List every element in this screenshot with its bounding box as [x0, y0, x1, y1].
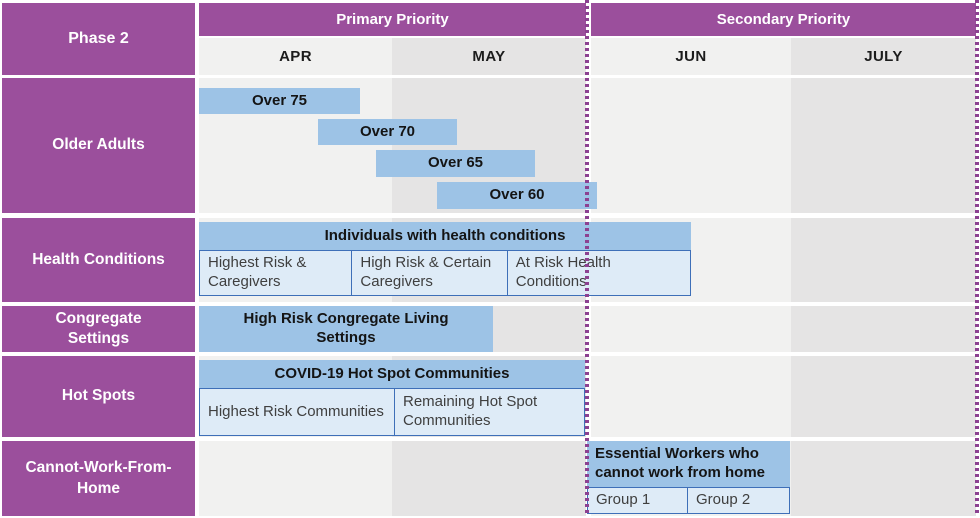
- gantt-bar-health-conditions: Individuals with health conditions: [199, 222, 691, 250]
- row-label-cannot-work-from-home: Cannot-Work-From-Home: [2, 441, 195, 516]
- row-label-older-adults: Older Adults: [2, 78, 195, 213]
- may-column-strip: [392, 441, 586, 516]
- row-label-hot-spots: Hot Spots: [2, 356, 195, 437]
- subcell-group-1: Group 1: [588, 488, 689, 513]
- subcell-high-risk-certain-caregivers: High Risk & Certain Caregivers: [352, 251, 508, 295]
- row-hot-spots: COVID-19 Hot Spot Communities Highest Ri…: [199, 356, 976, 437]
- jun-column-strip: [591, 356, 791, 437]
- chart-right-edge-dotted-line: [975, 0, 979, 516]
- jun-column-strip: [591, 306, 791, 352]
- jun-column-strip: [591, 78, 791, 213]
- primary-secondary-divider-dotted-line: [585, 0, 589, 516]
- health-conditions-subcells: Highest Risk & Caregivers High Risk & Ce…: [199, 250, 691, 296]
- apr-column-strip: [199, 441, 392, 516]
- subcell-highest-risk-caregivers: Highest Risk & Caregivers: [200, 251, 353, 295]
- gantt-bar-over-65: Over 65: [376, 150, 535, 177]
- month-header-may: MAY: [392, 38, 586, 75]
- july-column-strip: [791, 78, 976, 213]
- gantt-bar-over-70: Over 70: [318, 119, 457, 145]
- month-header-jun: JUN: [591, 38, 791, 75]
- essential-workers-subcells: Group 1 Group 2: [587, 487, 790, 514]
- gantt-bar-over-75: Over 75: [199, 88, 360, 114]
- row-health-conditions: Individuals with health conditions Highe…: [199, 218, 976, 302]
- row-older-adults: Over 75 Over 70 Over 65 Over 60: [199, 78, 976, 213]
- month-header-july: JULY: [791, 38, 976, 75]
- secondary-priority-banner: Secondary Priority: [591, 3, 976, 36]
- gantt-bar-hot-spot-communities: COVID-19 Hot Spot Communities: [199, 360, 585, 388]
- row-label-health-conditions: Health Conditions: [2, 218, 195, 302]
- july-column-strip: [791, 356, 976, 437]
- subcell-at-risk-health-conditions: At Risk Health Conditions: [515, 254, 611, 290]
- phase-title-cell: Phase 2: [2, 3, 195, 75]
- subcell-group-2: Group 2: [696, 491, 751, 509]
- month-header-apr: APR: [199, 38, 392, 75]
- july-column-strip: [791, 306, 976, 352]
- row-cannot-work-from-home: Essential Workers who cannot work from h…: [199, 441, 976, 516]
- primary-priority-banner: Primary Priority: [199, 3, 586, 36]
- row-congregate-settings: High Risk Congregate Living Settings: [199, 306, 976, 352]
- july-column-strip: [791, 218, 976, 302]
- gantt-bar-essential-workers: Essential Workers who cannot work from h…: [587, 441, 790, 487]
- gantt-bar-congregate-living: High Risk Congregate Living Settings: [199, 306, 493, 352]
- july-column-strip: [791, 441, 976, 516]
- hot-spots-subcells: Highest Risk Communities Remaining Hot S…: [199, 388, 585, 436]
- subcell-highest-risk-communities: Highest Risk Communities: [200, 389, 395, 435]
- subcell-remaining-hot-spot-communities: Remaining Hot Spot Communities: [402, 393, 538, 429]
- row-label-congregate-settings: Congregate Settings: [2, 306, 195, 352]
- gantt-bar-over-60: Over 60: [437, 182, 597, 209]
